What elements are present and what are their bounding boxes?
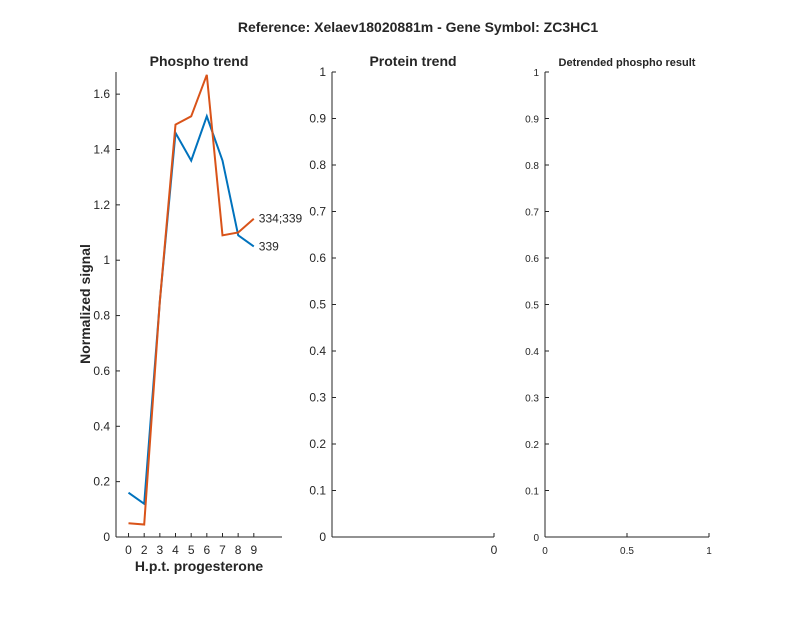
figure-suptitle: Reference: Xelaev18020881m - Gene Symbol…	[238, 19, 598, 35]
protein-x-ticks: 0	[491, 533, 498, 557]
protein-y-tick-label: 0.1	[309, 484, 326, 498]
phospho-y-tick-label: 1.4	[93, 143, 110, 157]
phospho-y-ticks: 0 0.2 0.4 0.6 0.8 1 1.2 1.4 1.6	[93, 87, 120, 544]
detrended-x-tick-label: 1	[706, 546, 712, 557]
protein-y-tick-label: 0.3	[309, 391, 326, 405]
detrended-x-ticks: 0 0.5 1	[542, 533, 712, 557]
protein-y-tick-label: 0	[319, 530, 326, 544]
detrended-y-ticks: 0 0.1 0.2 0.3 0.4 0.5 0.6 0.7 0.8 0.9 1	[525, 68, 549, 544]
detrended-y-tick-label: 0	[533, 533, 539, 544]
detrended-title: Detrended phospho result	[559, 57, 696, 69]
series-end-label: 339	[259, 239, 279, 253]
phospho-trend-title: Phospho trend	[150, 53, 249, 69]
phospho-x-tick-label: 6	[203, 543, 210, 557]
detrended-y-tick-label: 0.4	[525, 347, 539, 358]
phospho-y-tick-label: 1.6	[93, 87, 110, 101]
detrended-y-tick-label: 0.3	[525, 394, 539, 405]
protein-y-tick-label: 0.7	[309, 205, 326, 219]
protein-trend-title: Protein trend	[369, 53, 456, 69]
phospho-series: 339 334;339	[127, 74, 303, 526]
protein-y-tick-label: 1	[319, 65, 326, 79]
protein-y-tick-label: 0.9	[309, 112, 326, 126]
detrended-x-tick-label: 0.5	[620, 546, 634, 557]
protein-y-tick-label: 0.4	[309, 344, 326, 358]
phospho-y-tick-label: 0	[103, 530, 110, 544]
detrended-y-tick-label: 0.1	[525, 487, 539, 498]
protein-trend-panel: Protein trend 00.10.20.30.40.50.60.70.80…	[309, 53, 497, 557]
phospho-y-tick-label: 0.8	[93, 309, 110, 323]
phospho-y-tick-label: 0.2	[93, 475, 110, 489]
series-line-334-339	[128, 74, 255, 526]
detrended-y-tick-label: 0.8	[525, 161, 539, 172]
detrended-y-tick-label: 0.6	[525, 254, 539, 265]
phospho-x-tick-label: 0	[125, 543, 132, 557]
detrended-y-tick-label: 0.7	[525, 208, 539, 219]
phospho-y-tick-label: 1	[103, 253, 110, 267]
phospho-y-axis-label: Normalized signal	[77, 244, 93, 364]
protein-y-tick-label: 0.2	[309, 437, 326, 451]
phospho-x-tick-label: 4	[172, 543, 179, 557]
detrended-y-tick-label: 0.2	[525, 440, 539, 451]
phospho-x-tick-label: 8	[235, 543, 242, 557]
phospho-x-tick-label: 9	[250, 543, 257, 557]
protein-y-ticks: 0 0.1 0.2 0.3 0.4 0.5 0.6 0.7 0.8 0.9 1	[309, 65, 336, 544]
phospho-y-tick-label: 1.2	[93, 198, 110, 212]
series-end-label: 334;339	[259, 212, 303, 226]
detrended-panel: Detrended phospho result 0 0.1 0.2 0.3 0.4 0.…	[525, 57, 712, 557]
protein-y-tick-label: 0.8	[309, 158, 326, 172]
detrended-y-tick-label: 1	[533, 68, 539, 79]
phospho-x-tick-label: 2	[141, 543, 148, 557]
protein-y-tick-label: 0.6	[309, 251, 326, 265]
detrended-x-tick-label: 0	[542, 546, 548, 557]
phospho-x-tick-label: 5	[188, 543, 195, 557]
phospho-x-axis-label: H.p.t. progesterone	[135, 558, 264, 574]
detrended-y-tick-label: 0.9	[525, 115, 539, 126]
protein-y-tick-label: 0.5	[309, 298, 326, 312]
protein-x-tick-label: 0	[491, 543, 498, 557]
phospho-x-tick-label: 7	[219, 543, 226, 557]
phospho-x-tick-label: 3	[157, 543, 164, 557]
detrended-y-tick-label: 0.5	[525, 301, 539, 312]
phospho-y-tick-label: 0.4	[93, 419, 110, 433]
phospho-y-tick-label: 0.6	[93, 364, 110, 378]
